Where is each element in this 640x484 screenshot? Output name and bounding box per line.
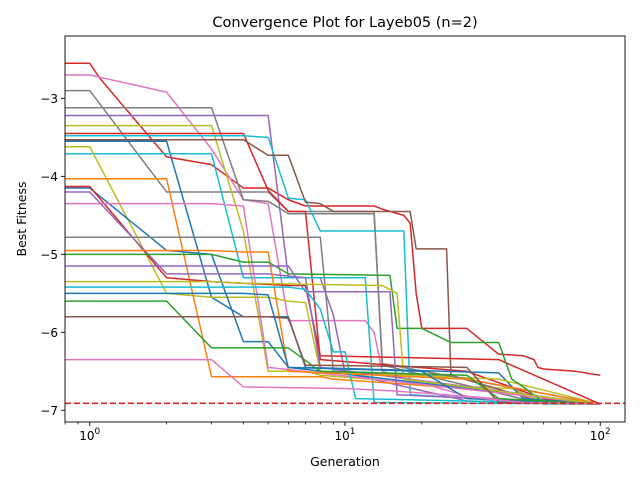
series-line-9	[65, 138, 601, 405]
series-line-15	[65, 185, 601, 405]
series-line-7	[65, 132, 601, 405]
series-group	[65, 62, 625, 405]
series-line-23	[65, 286, 601, 405]
y-tick-label-3: −6	[40, 326, 58, 340]
series-line-14	[65, 187, 601, 405]
axes-group: 100 101 102−3−4−5−6−7	[40, 35, 626, 443]
series-line-1	[65, 62, 601, 376]
series-line-17	[65, 191, 601, 405]
chart-title: Convergence Plot for Layeb05 (n=2)	[212, 15, 477, 31]
series-line-19	[65, 249, 601, 405]
y-axis-label: Best Fitness	[14, 182, 29, 257]
y-tick-label-4: −7	[40, 404, 58, 418]
x-axis-label: Generation	[310, 454, 380, 469]
series-line-22	[65, 280, 601, 405]
y-tick-label-1: −4	[40, 170, 58, 184]
y-tick-label-2: −5	[40, 248, 58, 262]
series-line-26	[65, 315, 601, 405]
series-line-21	[65, 265, 601, 405]
series-line-24	[65, 292, 601, 405]
series-line-20	[65, 253, 601, 405]
series-line-27	[65, 358, 601, 405]
y-tick-label-0: −3	[40, 92, 58, 106]
series-line-4	[65, 106, 601, 405]
